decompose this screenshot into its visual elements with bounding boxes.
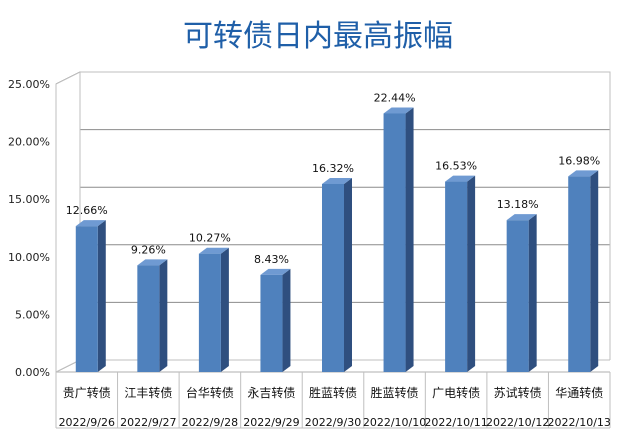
category-label: 贵广转债 — [63, 385, 111, 400]
data-label: 8.43% — [254, 253, 289, 266]
date-label: 2022/10/10 — [363, 416, 426, 429]
y-tick-label: 0.00% — [15, 366, 50, 379]
bar-side — [528, 214, 537, 372]
bar-top — [75, 220, 106, 227]
bar-side — [467, 175, 476, 372]
date-label: 2022/9/27 — [120, 416, 176, 429]
bar — [383, 113, 406, 372]
category-label: 江丰转债 — [124, 385, 172, 400]
category-label: 苏试转债 — [494, 385, 542, 400]
y-tick-label: 15.00% — [8, 193, 50, 206]
date-label: 2022/9/30 — [305, 416, 361, 429]
date-label: 2022/9/29 — [243, 416, 299, 429]
data-label: 16.98% — [558, 154, 600, 167]
category-label: 台华转债 — [186, 385, 234, 400]
bar-side — [159, 259, 168, 372]
y-tick-label: 5.00% — [15, 308, 50, 321]
bar-top — [198, 247, 229, 254]
data-label: 9.26% — [131, 243, 166, 256]
category-label: 永吉转债 — [247, 385, 295, 400]
bar-top — [506, 214, 537, 221]
data-label: 16.53% — [435, 160, 477, 173]
bar-top — [568, 170, 599, 177]
date-label: 2022/9/28 — [182, 416, 238, 429]
plot-back-frame — [80, 71, 611, 360]
date-label: 2022/10/12 — [486, 416, 549, 429]
bar — [322, 183, 344, 372]
data-label: 12.66% — [66, 204, 108, 217]
bar-top — [445, 175, 476, 182]
category-label: 胜蓝转债 — [371, 385, 419, 400]
bar — [137, 265, 160, 372]
bar-top — [322, 177, 352, 184]
bar-side — [282, 268, 291, 372]
y-tick-label: 10.00% — [8, 251, 50, 264]
bar-side — [344, 177, 352, 372]
bar — [75, 226, 98, 372]
label-layer: 12.66% 贵广转债 2022/9/26 9.26% 江丰转债 2022/9/27 10.… — [59, 91, 611, 429]
bar-layer — [75, 107, 599, 372]
bar-top — [260, 268, 291, 275]
category-label: 华通转债 — [555, 385, 603, 400]
data-label: 22.44% — [374, 91, 416, 104]
data-label: 16.32% — [312, 162, 354, 175]
bar — [568, 176, 591, 372]
y-tick-label: 20.00% — [8, 136, 50, 149]
category-label: 广电转债 — [432, 385, 480, 400]
bar-side — [220, 247, 229, 372]
data-label: 10.27% — [189, 232, 231, 245]
bar — [198, 253, 221, 372]
bar-top — [383, 107, 414, 114]
bar — [445, 181, 468, 372]
bar — [260, 274, 283, 372]
date-label: 2022/10/13 — [548, 416, 611, 429]
date-label: 2022/9/26 — [59, 416, 115, 429]
bar-side — [590, 170, 599, 372]
bar-top — [137, 259, 168, 266]
bar-side — [97, 220, 106, 372]
bar — [506, 220, 529, 372]
chart-title: 可转债日内最高振幅 — [183, 19, 453, 54]
date-label: 2022/10/11 — [424, 416, 487, 429]
category-label: 胜蓝转债 — [309, 385, 357, 400]
data-label: 13.18% — [497, 198, 539, 211]
y-tick-label: 25.00% — [8, 78, 50, 91]
bar-side — [405, 107, 414, 372]
